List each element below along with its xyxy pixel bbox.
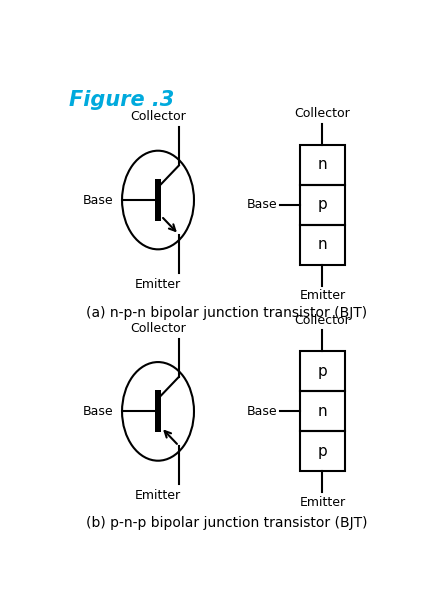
Bar xyxy=(300,145,345,185)
Bar xyxy=(300,392,345,431)
Bar xyxy=(155,179,161,221)
Text: Figure .3: Figure .3 xyxy=(69,90,174,110)
Text: Base: Base xyxy=(246,198,277,211)
Text: Collector: Collector xyxy=(130,110,186,123)
Text: Collector: Collector xyxy=(294,314,351,326)
Text: Base: Base xyxy=(246,405,277,418)
Text: (b) p-n-p bipolar junction transistor (BJT): (b) p-n-p bipolar junction transistor (B… xyxy=(86,515,367,529)
Bar xyxy=(300,224,345,265)
Text: Emitter: Emitter xyxy=(299,290,346,303)
Text: Emitter: Emitter xyxy=(299,496,346,509)
Bar xyxy=(155,390,161,432)
Text: p: p xyxy=(317,197,328,212)
Text: p: p xyxy=(317,444,328,459)
Text: n: n xyxy=(318,237,327,252)
Text: (a) n-p-n bipolar junction transistor (BJT): (a) n-p-n bipolar junction transistor (B… xyxy=(86,306,367,320)
Bar xyxy=(300,431,345,472)
Text: Emitter: Emitter xyxy=(135,489,181,502)
Text: Collector: Collector xyxy=(294,107,351,120)
Text: n: n xyxy=(318,157,327,172)
Text: Collector: Collector xyxy=(130,322,186,335)
Text: p: p xyxy=(317,364,328,379)
Bar xyxy=(300,185,345,224)
Text: Base: Base xyxy=(83,405,114,418)
Bar xyxy=(300,351,345,392)
Text: Emitter: Emitter xyxy=(135,278,181,290)
Text: Base: Base xyxy=(83,193,114,207)
Text: n: n xyxy=(318,404,327,419)
